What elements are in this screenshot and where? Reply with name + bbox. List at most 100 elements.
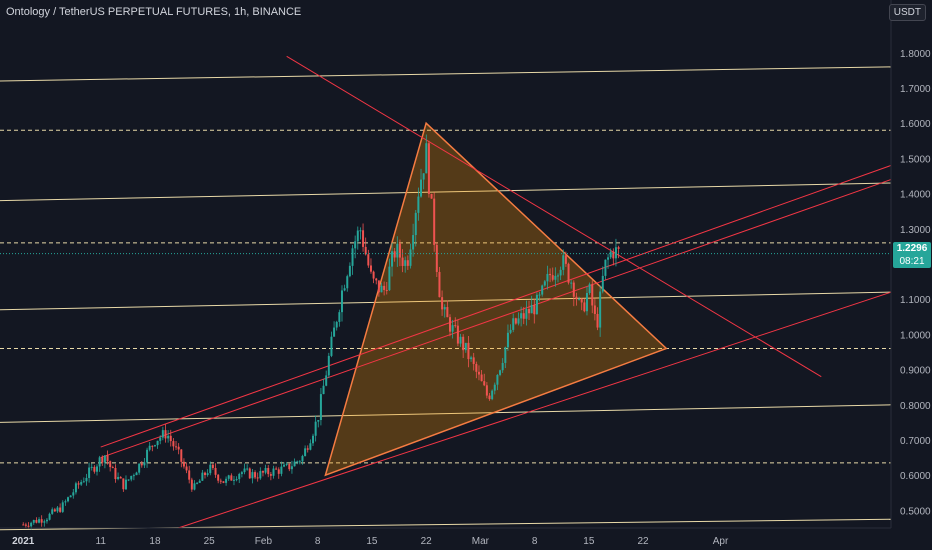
candle-body [322,385,325,395]
candle-body [385,289,388,291]
candle-body [106,455,109,462]
candle-body [256,477,259,479]
x-tick-label: Mar [472,536,490,547]
candle-body [391,251,394,267]
unit-badge[interactable]: USDT [888,4,926,21]
candle-body [32,519,35,523]
candle-body [182,461,185,467]
candle-body [206,473,209,476]
candle-body [59,507,62,512]
candle-body [491,390,494,400]
candle-body [193,483,196,490]
candle-body [204,472,207,476]
level-line [0,182,892,202]
x-tick-label: Feb [255,536,273,547]
candle-body [96,466,99,472]
candle-body [549,273,552,276]
x-tick-label: 22 [638,536,650,547]
candle-body [180,449,183,462]
candle-body [354,241,357,249]
candle-body [164,430,167,439]
candle-body [433,198,436,245]
candle-body [138,463,141,473]
candle-body [267,468,270,475]
candle-body [551,275,554,280]
candle-body [475,363,478,372]
candle-body [261,471,264,473]
candle-body [388,266,391,291]
y-tick-label: 1.4000 [900,190,931,201]
candle-body [290,466,293,470]
candle-body [85,477,88,482]
candle-body [35,519,38,523]
candle-body [219,480,222,482]
candle-body [443,307,446,310]
candle-body [364,246,367,255]
candle-body [488,395,491,400]
candle-body [53,509,56,512]
level-line [0,291,892,311]
candle-body [248,468,251,479]
candle-body [533,305,536,315]
candle-body [506,332,509,348]
candle-body [293,461,296,467]
candle-body [225,478,228,483]
candle-body [398,243,401,258]
candle-body [333,327,336,337]
candle-body [441,297,444,310]
candle-body [185,466,188,471]
candle-body [578,298,581,300]
candle-body [612,251,615,259]
candle-body [304,448,307,457]
candle-body [67,497,70,502]
candle-body [259,471,262,479]
candle-body [232,479,235,481]
candle-body [283,464,286,467]
candle-body [543,281,546,286]
candle-body [140,463,143,466]
x-tick-label: 2021 [12,536,35,547]
candle-body [243,468,246,473]
candle-body [122,478,125,490]
candle-body [82,481,85,483]
candle-body [546,273,549,282]
candle-body [80,482,83,485]
candle-body [425,143,428,174]
candle-body [301,456,304,462]
candle-body [607,257,610,260]
candle-body [493,384,496,391]
candle-body [240,472,243,474]
candle-body [119,476,122,479]
candle-body [211,464,214,468]
candle-body [319,394,322,421]
candle-body [496,374,499,385]
candle-body [306,448,309,450]
candle-body [230,475,233,481]
candle-body [190,479,193,490]
x-axis: 2021 11 18 25 Feb 8 15 22 Mar 8 15 22 Apr [0,527,891,547]
candle-body [593,305,596,315]
candle-body [198,480,201,483]
candle-body [45,519,48,522]
candle-body [201,472,204,481]
y-tick-label: 1.8000 [900,49,931,60]
candle-body [369,265,372,272]
candle-body [280,466,283,474]
candle-body [430,193,433,199]
candles [0,134,891,530]
candle-body [572,282,575,297]
candle-body [330,336,333,356]
candle-body [556,275,559,277]
candle-body [153,445,156,447]
candle-body [427,143,430,194]
candle-body [98,457,101,467]
candle-body [227,475,230,479]
candle-body [414,212,417,236]
candle-body [375,278,378,281]
candle-body [177,446,180,450]
candle-body [103,455,106,463]
candle-body [462,336,465,351]
candle-body [161,430,164,438]
